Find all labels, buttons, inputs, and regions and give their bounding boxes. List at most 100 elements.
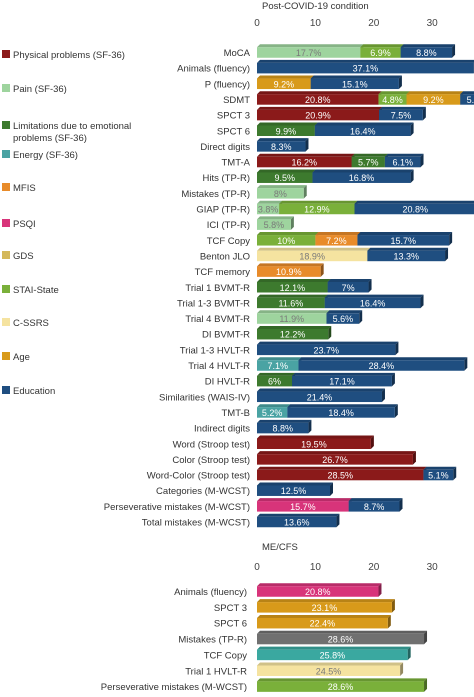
bar-segment bbox=[257, 391, 382, 403]
bar-side-face bbox=[410, 169, 414, 183]
data-label: 18.9% bbox=[299, 251, 325, 261]
bar-segment bbox=[310, 78, 399, 90]
data-label: 25.8% bbox=[320, 650, 346, 660]
bar-segment bbox=[406, 94, 461, 105]
bar-side-face bbox=[308, 419, 312, 434]
data-label: 3.8% bbox=[258, 205, 279, 215]
bar-top-face bbox=[257, 106, 383, 110]
bar-segment bbox=[257, 422, 309, 434]
bar-top-face bbox=[257, 247, 371, 251]
legend-swatch bbox=[2, 150, 10, 158]
data-label: 28.4% bbox=[369, 361, 395, 371]
bar-top-face bbox=[257, 325, 332, 329]
bar-segment bbox=[257, 235, 316, 246]
bar-segment bbox=[257, 297, 325, 309]
bar-side-face bbox=[449, 232, 453, 246]
data-label: 18.4% bbox=[328, 408, 354, 418]
row-label: Trial 1-3 BVMT-R bbox=[177, 298, 250, 309]
data-label: 15.7% bbox=[391, 236, 417, 246]
bar-top-face bbox=[257, 630, 428, 634]
row-label: Trial 4 HVLT-R bbox=[188, 361, 250, 372]
data-label: 8.3% bbox=[271, 142, 292, 152]
bar-top-face bbox=[326, 310, 363, 314]
bar-side-face bbox=[336, 513, 340, 528]
bar-segment bbox=[257, 219, 291, 230]
row-label: GIAP (TP-R) bbox=[196, 205, 250, 216]
bar-top-face bbox=[324, 294, 424, 298]
data-label: 12.2% bbox=[280, 330, 306, 340]
bar-side-face bbox=[407, 646, 411, 661]
bar-segment bbox=[257, 633, 425, 645]
bar-top-face bbox=[257, 678, 428, 682]
bar-side-face bbox=[445, 247, 449, 262]
bar-segment bbox=[257, 172, 313, 183]
bar-segment bbox=[292, 375, 392, 387]
bar-top-face bbox=[257, 59, 474, 63]
bar-side-face bbox=[320, 263, 324, 277]
data-label: 8.7% bbox=[364, 502, 385, 512]
bar-segment bbox=[257, 454, 413, 465]
bar-top-face bbox=[384, 153, 424, 157]
bar-segment bbox=[257, 681, 425, 692]
data-label: 8.8% bbox=[272, 424, 293, 434]
row-label: SPCT 6 bbox=[214, 619, 247, 630]
row-label: Word (Stroop test) bbox=[173, 439, 250, 450]
bar-segment bbox=[378, 94, 407, 105]
bar-segment bbox=[257, 282, 328, 293]
bar-segment bbox=[279, 203, 355, 215]
row-label: Direct digits bbox=[200, 142, 250, 153]
bar-top-face bbox=[257, 169, 316, 173]
bar-top-face bbox=[314, 122, 414, 126]
data-label: 6.9% bbox=[370, 48, 391, 58]
bar-side-face bbox=[394, 404, 398, 418]
bar-side-face bbox=[420, 153, 424, 168]
bar-segment bbox=[367, 250, 446, 262]
bar-segment bbox=[287, 407, 395, 418]
data-label: 13.6% bbox=[284, 518, 310, 528]
legend-swatch bbox=[2, 285, 10, 293]
row-label: Similarities (WAIS-IV) bbox=[159, 392, 250, 403]
bar-top-face bbox=[360, 44, 404, 48]
bar-top-face bbox=[257, 404, 291, 408]
data-label: 6% bbox=[268, 377, 281, 387]
bar-side-face bbox=[330, 482, 333, 496]
bar-segment bbox=[351, 156, 385, 168]
row-label: MoCA bbox=[224, 48, 251, 59]
data-label: 5.7% bbox=[358, 158, 379, 168]
row-label: Trial 1 BVMT-R bbox=[185, 283, 250, 294]
legend-swatch bbox=[2, 318, 10, 326]
row-label: Word-Color (Stroop test) bbox=[147, 471, 250, 482]
row-label: TCF Copy bbox=[207, 236, 251, 247]
bar-segment bbox=[360, 47, 401, 58]
data-label: 10.9% bbox=[276, 267, 302, 277]
legend-label: Age bbox=[13, 352, 30, 363]
bar-segment bbox=[354, 203, 474, 215]
bar-side-face bbox=[391, 599, 395, 613]
legend-label: Limitations due to emotional problems (SF… bbox=[13, 121, 131, 144]
bar-top-face bbox=[292, 372, 395, 376]
bar-top-face bbox=[257, 153, 355, 157]
bar-top-face bbox=[257, 185, 307, 189]
bar-segment bbox=[257, 485, 330, 496]
row-label: Perseverative mistakes (M-WCST) bbox=[104, 502, 250, 513]
bar-segment bbox=[257, 156, 352, 168]
bar-segment bbox=[257, 328, 329, 340]
bar-side-face bbox=[359, 310, 363, 324]
row-label: Trial 1 HVLT-R bbox=[185, 666, 247, 677]
bar-top-face bbox=[257, 232, 319, 236]
bar-side-face bbox=[395, 341, 399, 356]
bar-top-face bbox=[257, 646, 411, 650]
bar-side-face bbox=[464, 357, 468, 371]
x-tick-label: 0 bbox=[254, 562, 260, 573]
data-label: 15.7% bbox=[290, 502, 316, 512]
bar-side-face bbox=[424, 630, 428, 645]
bar-top-face bbox=[257, 341, 399, 345]
bar-segment bbox=[379, 109, 423, 121]
bar-top-face bbox=[257, 44, 364, 48]
row-label: Indirect digits bbox=[194, 424, 250, 435]
data-label: 9.2% bbox=[423, 95, 444, 105]
data-label: 28.6% bbox=[328, 682, 354, 692]
bar-segment bbox=[257, 313, 327, 324]
data-label: 10% bbox=[277, 236, 295, 246]
chart-title: Post-COVID-19 condition bbox=[262, 1, 369, 12]
